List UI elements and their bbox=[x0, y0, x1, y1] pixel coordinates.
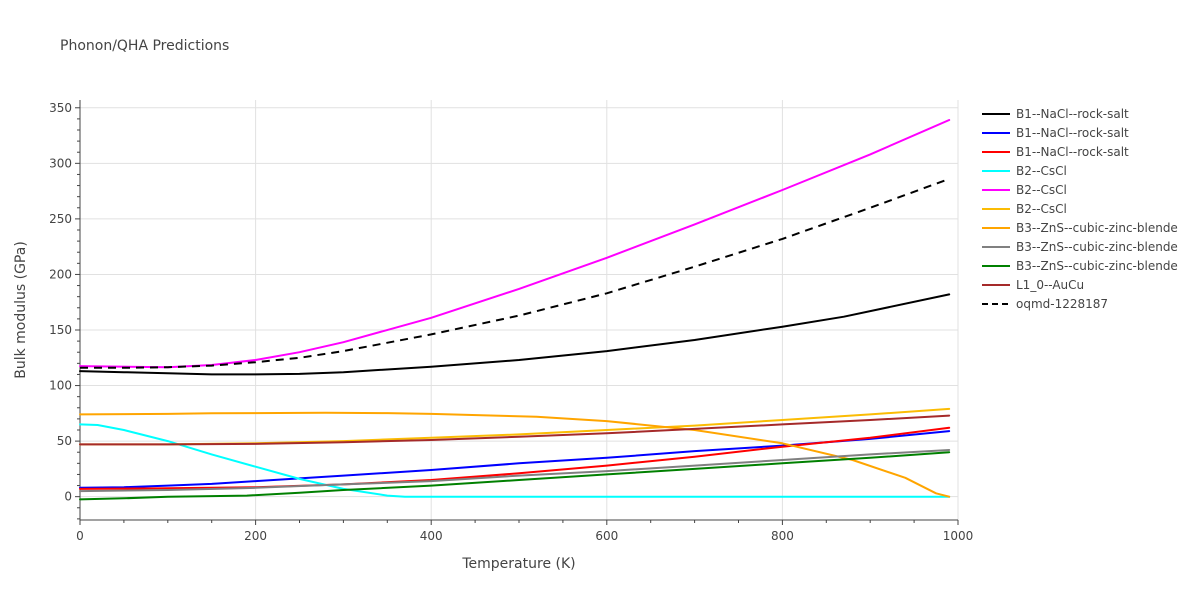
legend[interactable]: B1--NaCl--rock-salt B1--NaCl--rock-salt B1… bbox=[982, 107, 1178, 311]
grid bbox=[80, 100, 959, 520]
legend-label: B1--NaCl--rock-salt bbox=[1016, 145, 1129, 159]
series-line-1 bbox=[79, 293, 951, 376]
legend-item-6[interactable]: B2--CsCl bbox=[982, 202, 1067, 216]
legend-item-10[interactable]: L1_0--AuCu bbox=[982, 278, 1084, 292]
legend-label: oqmd-1228187 bbox=[1016, 297, 1108, 311]
legend-label: B1--NaCl--rock-salt bbox=[1016, 107, 1129, 121]
y-tick-label: 100 bbox=[49, 379, 72, 393]
y-axis-title: Bulk modulus (GPa) bbox=[13, 241, 29, 379]
series-line-10 bbox=[79, 414, 951, 446]
legend-label: B2--CsCl bbox=[1016, 164, 1067, 178]
legend-item-7[interactable]: B3--ZnS--cubic-zinc-blende bbox=[982, 221, 1178, 235]
legend-item-11[interactable]: oqmd-1228187 bbox=[982, 297, 1108, 311]
series-line-8 bbox=[79, 449, 951, 493]
x-tick-label: 600 bbox=[595, 529, 618, 543]
y-tick-label: 250 bbox=[49, 212, 72, 226]
y-tick-label: 0 bbox=[64, 490, 72, 504]
legend-item-8[interactable]: B3--ZnS--cubic-zinc-blende bbox=[982, 240, 1178, 254]
x-tick-label: 0 bbox=[76, 529, 84, 543]
legend-item-1[interactable]: B1--NaCl--rock-salt bbox=[982, 107, 1129, 121]
legend-label: B2--CsCl bbox=[1016, 183, 1067, 197]
legend-item-3[interactable]: B1--NaCl--rock-salt bbox=[982, 145, 1129, 159]
y-tick-label: 150 bbox=[49, 323, 72, 337]
x-tick-label: 1000 bbox=[943, 529, 974, 543]
axes: 0 200 400 600 800 1000 0 50 100 150 200 250 300 350 bbox=[49, 100, 973, 543]
y-tick-label: 200 bbox=[49, 267, 72, 281]
y-tick-label: 350 bbox=[49, 101, 72, 115]
y-tick-label: 50 bbox=[57, 434, 72, 448]
legend-item-5[interactable]: B2--CsCl bbox=[982, 183, 1067, 197]
legend-item-9[interactable]: B3--ZnS--cubic-zinc-blende bbox=[982, 259, 1178, 273]
legend-label: B2--CsCl bbox=[1016, 202, 1067, 216]
series-line-11 bbox=[80, 177, 950, 369]
x-tick-label: 400 bbox=[420, 529, 443, 543]
chart-title: Phonon/QHA Predictions bbox=[60, 38, 229, 54]
legend-item-4[interactable]: B2--CsCl bbox=[982, 164, 1067, 178]
series-line-7 bbox=[79, 411, 951, 498]
series-line-2 bbox=[79, 430, 951, 489]
legend-item-2[interactable]: B1--NaCl--rock-salt bbox=[982, 126, 1129, 140]
series-line-4 bbox=[79, 423, 951, 498]
x-tick-label: 800 bbox=[771, 529, 794, 543]
legend-label: B3--ZnS--cubic-zinc-blende bbox=[1016, 259, 1178, 273]
x-tick-label: 200 bbox=[244, 529, 267, 543]
legend-label: L1_0--AuCu bbox=[1016, 278, 1084, 292]
legend-label: B3--ZnS--cubic-zinc-blende bbox=[1016, 221, 1178, 235]
legend-label: B1--NaCl--rock-salt bbox=[1016, 126, 1129, 140]
legend-label: B3--ZnS--cubic-zinc-blende bbox=[1016, 240, 1178, 254]
y-tick-label: 300 bbox=[49, 156, 72, 170]
plot-area bbox=[79, 119, 951, 501]
series-line-9 bbox=[79, 451, 951, 501]
x-axis-title: Temperature (K) bbox=[461, 556, 575, 572]
